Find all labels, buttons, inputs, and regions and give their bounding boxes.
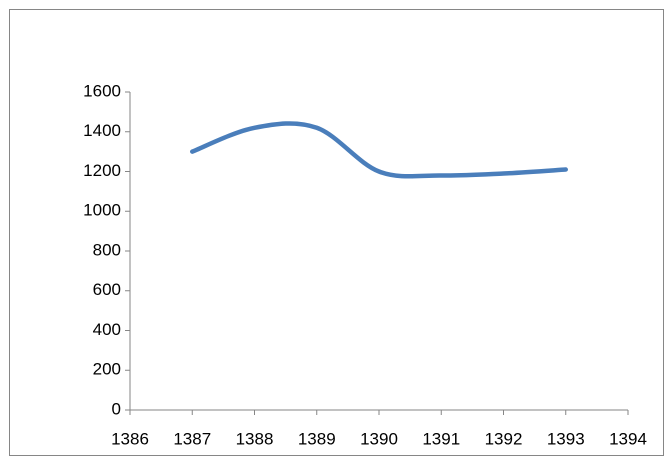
x-tick-label: 1392 (485, 429, 523, 448)
line (190, 121, 568, 179)
y-tick-label: 0 (112, 399, 121, 418)
y-tick-label: 600 (93, 280, 121, 299)
y-tick-label: 400 (93, 320, 121, 339)
y-tick-label: 1200 (83, 161, 121, 180)
y-tick-label: 1600 (83, 81, 121, 100)
x-tick-label: 1394 (609, 429, 647, 448)
x-tick-label: 1389 (298, 429, 336, 448)
y-tick-label: 200 (93, 360, 121, 379)
x-tick-label: 1386 (111, 429, 149, 448)
x-tick-label: 1390 (360, 429, 398, 448)
chart-frame (9, 9, 664, 456)
x-tick-label: 1393 (547, 429, 585, 448)
y-tick-label: 1400 (83, 121, 121, 140)
x-tick-label: 1388 (236, 429, 274, 448)
y-tick-label: 1000 (83, 201, 121, 220)
x-tick-label: 1391 (422, 429, 460, 448)
x-tick-label: 1387 (173, 429, 211, 448)
y-tick-label: 800 (93, 240, 121, 259)
